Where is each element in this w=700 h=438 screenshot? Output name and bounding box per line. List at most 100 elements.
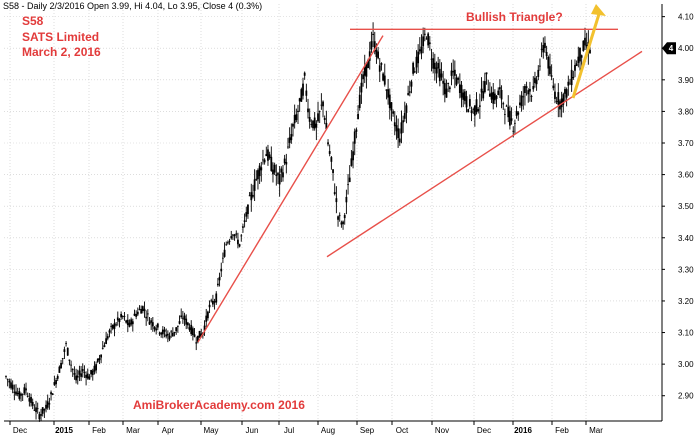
ohlc-body xyxy=(547,56,550,69)
ohlc-bar xyxy=(171,327,174,337)
ohlc-body xyxy=(253,179,256,191)
ohlc-bar xyxy=(308,108,311,129)
ohlc-body xyxy=(115,324,118,326)
ohlc-bar xyxy=(420,34,423,60)
ohlc-bar xyxy=(186,321,189,329)
ohlc-bar xyxy=(31,398,34,410)
ohlc-bar xyxy=(161,326,164,339)
ohlc-bar xyxy=(141,305,144,314)
ohlc-body xyxy=(176,325,179,327)
ohlc-body xyxy=(495,95,498,99)
ohlc-body xyxy=(232,234,234,236)
ohlc-body xyxy=(235,233,238,235)
ohlc-body xyxy=(170,331,173,333)
ohlc-body xyxy=(8,380,11,383)
ohlc-body xyxy=(410,81,413,87)
ohlc-body xyxy=(68,359,71,361)
ohlc-body xyxy=(43,409,46,411)
ohlc-body xyxy=(342,221,344,225)
ohlc-body xyxy=(534,77,536,84)
ohlc-body xyxy=(490,92,493,100)
ohlc-body xyxy=(31,401,34,406)
ohlc-body xyxy=(125,320,128,323)
ohlc-bar xyxy=(410,79,413,94)
x-tick-label: May xyxy=(203,426,218,435)
ohlc-body xyxy=(247,204,249,215)
ohlc-bar xyxy=(238,243,241,248)
ohlc-body xyxy=(133,313,136,316)
ohlc-bar xyxy=(440,62,443,81)
ohlc-body xyxy=(297,110,299,113)
ohlc-bar xyxy=(350,150,353,167)
ohlc-bar xyxy=(93,361,96,375)
ohlc-bar xyxy=(313,111,316,131)
ohlc-bar xyxy=(490,86,493,103)
ohlc-body xyxy=(457,77,460,80)
ohlc-body xyxy=(402,120,405,123)
ohlc-body xyxy=(277,173,279,175)
ohlc-body xyxy=(405,105,408,113)
ohlc-body xyxy=(38,414,41,420)
x-tick-label: Oct xyxy=(396,426,409,435)
ohlc-body xyxy=(445,88,448,98)
ohlc-bar xyxy=(305,83,308,102)
ohlc-body xyxy=(475,99,478,113)
ohlc-bar xyxy=(80,366,82,382)
ohlc-body xyxy=(293,114,296,124)
ohlc-body xyxy=(373,41,376,52)
ohlc-bar xyxy=(210,298,213,303)
ohlc-body xyxy=(579,47,581,62)
ohlc-bar xyxy=(247,204,249,219)
ohlc-bar xyxy=(83,365,86,379)
y-tick-label: 3.50 xyxy=(678,202,694,211)
ohlc-body xyxy=(227,242,229,244)
ohlc-bar xyxy=(232,233,234,240)
ohlc-bar xyxy=(76,369,79,385)
ohlc-body xyxy=(425,38,428,40)
ohlc-bar xyxy=(212,294,214,308)
ohlc-body xyxy=(75,375,77,381)
ohlc-body xyxy=(368,51,371,61)
ohlc-body xyxy=(63,349,66,352)
ohlc-bar xyxy=(277,171,279,184)
breakout-arrow xyxy=(571,4,606,99)
ohlc-bar xyxy=(53,375,56,386)
ohlc-body xyxy=(395,125,398,132)
ohlc-body xyxy=(407,93,410,95)
ohlc-bar xyxy=(383,63,386,87)
ohlc-body xyxy=(240,235,243,237)
ohlc-bar xyxy=(283,154,286,166)
ohlc-body xyxy=(388,94,391,109)
ohlc-bar xyxy=(378,57,381,83)
ohlc-bar xyxy=(500,85,503,109)
ohlc-bar xyxy=(155,324,158,335)
ohlc-bar xyxy=(522,86,525,110)
ohlc-bar xyxy=(148,317,151,325)
ohlc-body xyxy=(116,317,119,321)
arrow-head xyxy=(591,4,606,16)
ohlc-bar xyxy=(60,359,62,369)
ohlc-bar xyxy=(118,318,121,328)
x-tick-label: Feb xyxy=(555,426,569,435)
ohlc-bar xyxy=(282,164,284,182)
ohlc-body xyxy=(555,100,558,102)
ohlc-body xyxy=(403,112,406,119)
ohlc-body xyxy=(186,322,189,326)
ohlc-bar xyxy=(480,77,483,102)
ohlc-body xyxy=(230,236,233,239)
ohlc-bar xyxy=(570,59,573,92)
ohlc-body xyxy=(123,316,126,317)
ohlc-body xyxy=(515,110,518,116)
ohlc-body xyxy=(447,83,450,84)
ohlc-bar xyxy=(175,327,178,335)
ohlc-bar xyxy=(532,76,535,92)
ohlc-bar xyxy=(126,314,129,333)
ohlc-bar xyxy=(245,206,248,222)
ohlc-bar xyxy=(442,70,445,96)
ohlc-bar xyxy=(452,59,455,80)
ohlc-body xyxy=(492,91,495,104)
ohlc-body xyxy=(155,328,158,331)
ohlc-body xyxy=(348,177,351,182)
ohlc-bar xyxy=(111,324,114,331)
ohlc-bar xyxy=(215,291,218,305)
